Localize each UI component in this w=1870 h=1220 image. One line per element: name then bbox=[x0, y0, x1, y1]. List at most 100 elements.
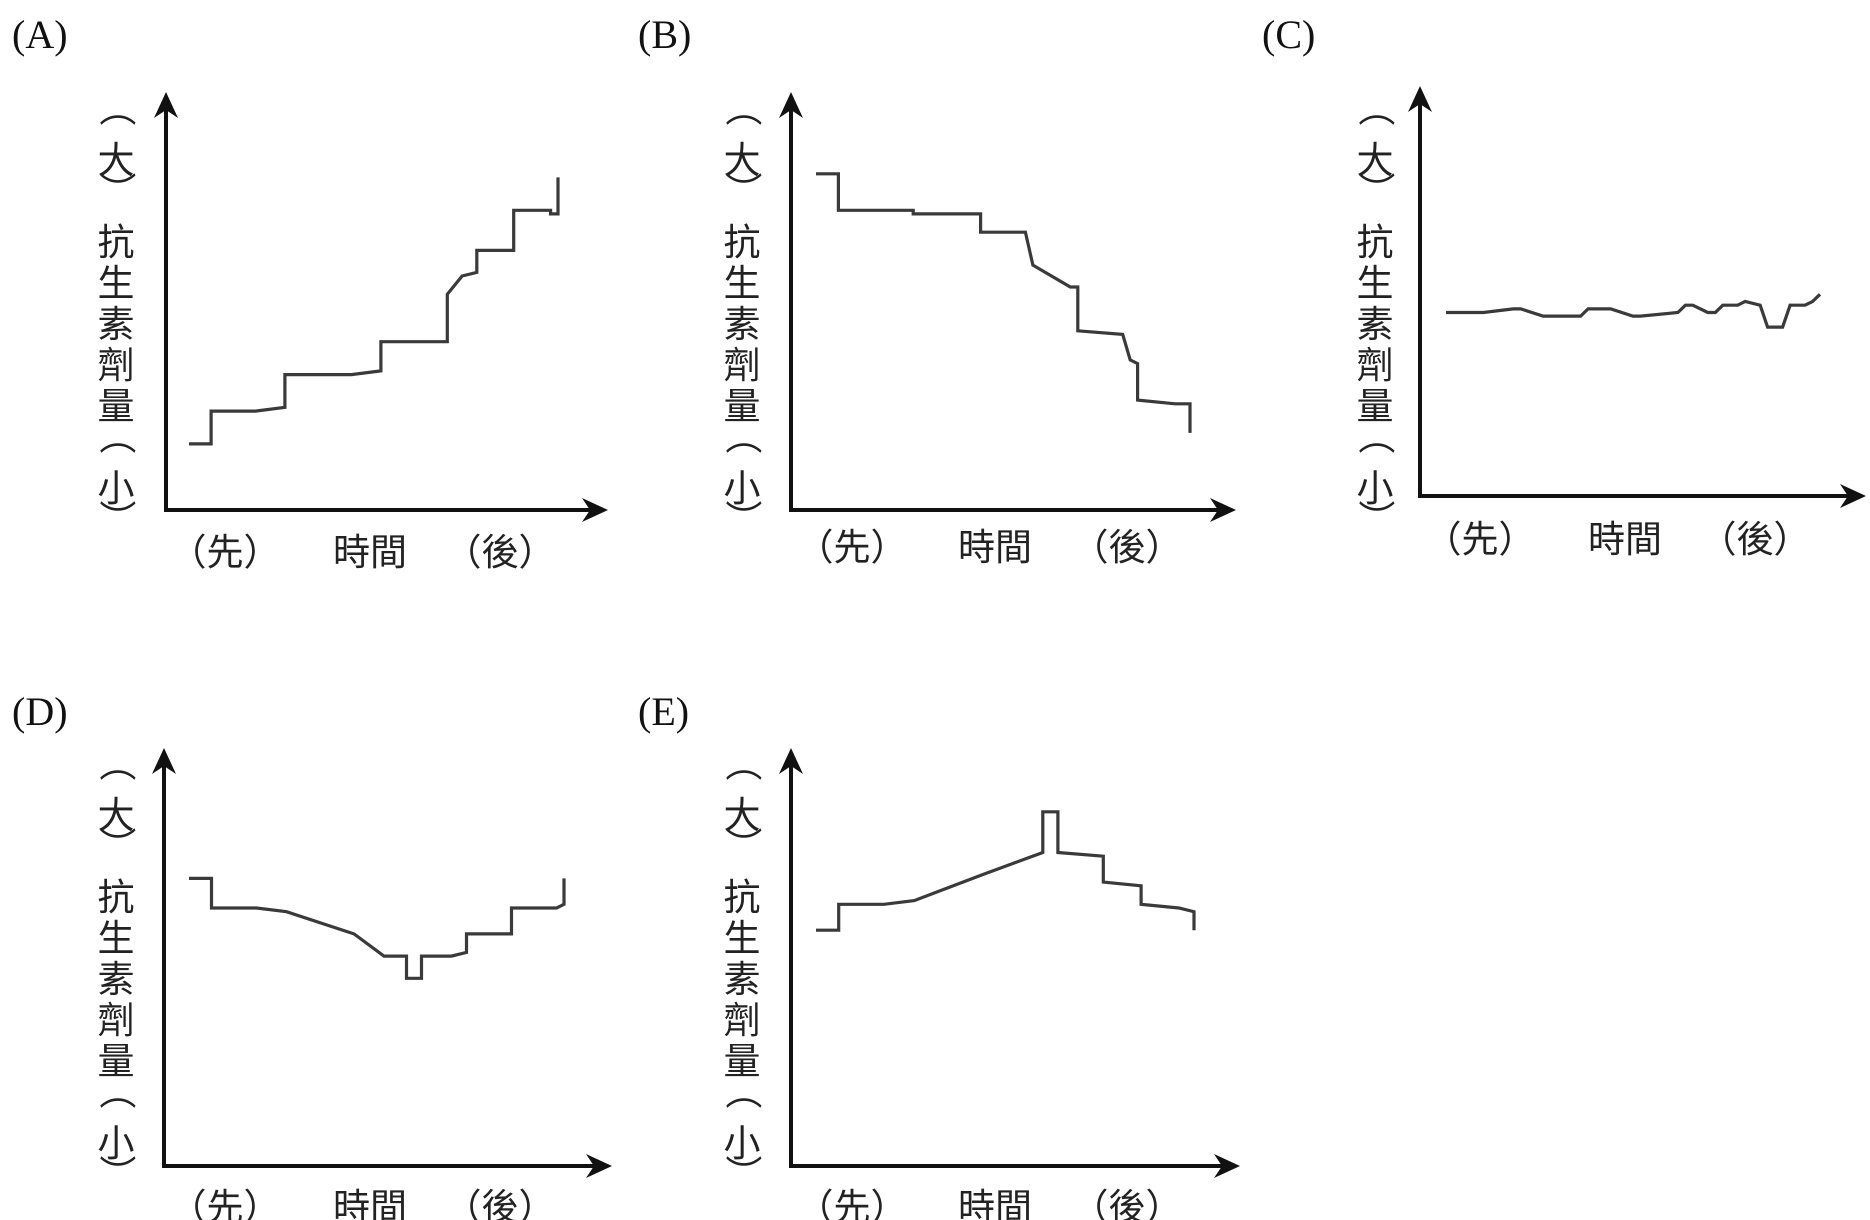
y-axis-label-char: 量 bbox=[98, 385, 135, 428]
panel-label: (C) bbox=[1262, 12, 1315, 57]
y-axis-label-char: （ bbox=[1354, 418, 1397, 455]
x-axis-arrow bbox=[582, 498, 608, 522]
y-axis-label-char: 量 bbox=[724, 1040, 761, 1083]
y-axis-label-char: 小 bbox=[98, 1122, 135, 1165]
x-axis-label-part: （先） bbox=[797, 526, 908, 569]
x-axis-arrow bbox=[1840, 484, 1866, 508]
y-axis-arrow bbox=[779, 92, 803, 118]
y-axis-label-char: 生 bbox=[724, 917, 761, 960]
y-axis-label-char: 小 bbox=[724, 1122, 761, 1165]
y-axis-label-char: 生 bbox=[98, 917, 135, 960]
axes bbox=[1418, 100, 1850, 498]
y-axis-arrow bbox=[154, 92, 178, 118]
y-axis-label-char: 量 bbox=[1357, 385, 1394, 428]
y-axis-label-char: 量 bbox=[724, 385, 761, 428]
series-line bbox=[1446, 293, 1822, 329]
y-axis-label-char: 生 bbox=[1357, 262, 1394, 305]
y-axis-label-char: （ bbox=[95, 90, 138, 127]
y-axis-label-char: 劑 bbox=[1357, 344, 1394, 387]
axes bbox=[162, 762, 596, 1168]
y-axis-label-char: 大 bbox=[98, 139, 135, 182]
y-axis-label-char: 抗 bbox=[98, 876, 135, 919]
y-axis-label-char: 大 bbox=[724, 139, 761, 182]
y-axis-label-char: 素 bbox=[98, 303, 135, 346]
y-axis-label-char: 生 bbox=[98, 262, 135, 305]
axes bbox=[164, 106, 592, 512]
series-line bbox=[816, 810, 1196, 932]
y-axis-label-char: （ bbox=[721, 745, 764, 782]
series-line bbox=[189, 177, 560, 446]
y-axis-label-char: 劑 bbox=[98, 344, 135, 387]
panel-label: (A) bbox=[12, 12, 68, 57]
y-axis-label-char: ） bbox=[721, 1155, 764, 1192]
y-axis-arrow bbox=[779, 748, 803, 774]
axes bbox=[789, 106, 1220, 512]
y-axis-label-char: （ bbox=[95, 745, 138, 782]
y-axis-label-char: 大 bbox=[724, 794, 761, 837]
y-axis-label-char: 抗 bbox=[1357, 221, 1394, 264]
y-axis-label-char: 生 bbox=[724, 262, 761, 305]
y-axis-label-char: 抗 bbox=[98, 221, 135, 264]
y-axis-label-char: 素 bbox=[724, 958, 761, 1001]
y-axis-label-char: 素 bbox=[724, 303, 761, 346]
y-axis-label-char: 大 bbox=[98, 794, 135, 837]
x-axis-label-part: （先） bbox=[170, 1186, 281, 1220]
y-axis-label-char: （ bbox=[1354, 90, 1397, 127]
y-axis-label-char: ） bbox=[95, 500, 138, 537]
x-axis-label-part: （後） bbox=[1072, 1186, 1183, 1220]
y-axis-label-char: 劑 bbox=[724, 344, 761, 387]
axes bbox=[789, 762, 1224, 1168]
y-axis-label-char: 大 bbox=[1357, 139, 1394, 182]
y-axis-label-char: ） bbox=[95, 827, 138, 864]
y-axis-label-char: ） bbox=[95, 172, 138, 209]
x-axis-label-part: 時間 bbox=[958, 526, 1032, 569]
y-axis-label-char: （ bbox=[95, 1073, 138, 1110]
x-axis-arrow bbox=[1214, 1154, 1240, 1178]
x-axis-label-part: （後） bbox=[1072, 526, 1183, 569]
x-axis-label-part: （先） bbox=[1425, 518, 1536, 561]
x-axis-label-part: 時間 bbox=[333, 1186, 407, 1220]
y-axis-label-char: 小 bbox=[1357, 467, 1394, 510]
y-axis-label-char: ） bbox=[1354, 500, 1397, 537]
panel-label: (B) bbox=[638, 12, 691, 57]
x-axis-label-part: （先） bbox=[797, 1186, 908, 1220]
x-axis-arrow bbox=[586, 1154, 612, 1178]
x-axis-label-part: （後） bbox=[445, 531, 556, 574]
panel-label: (D) bbox=[12, 689, 68, 734]
y-axis-label-char: 劑 bbox=[724, 999, 761, 1042]
x-axis-label-part: 時間 bbox=[333, 531, 407, 574]
y-axis-label-char: ） bbox=[721, 500, 764, 537]
y-axis-label-char: 抗 bbox=[724, 876, 761, 919]
x-axis-label-part: 時間 bbox=[958, 1186, 1032, 1220]
y-axis-label-char: ） bbox=[1354, 172, 1397, 209]
series-line bbox=[189, 876, 566, 980]
y-axis-label-char: ） bbox=[721, 827, 764, 864]
y-axis-label-char: ） bbox=[721, 172, 764, 209]
y-axis-label-char: 抗 bbox=[724, 221, 761, 264]
x-axis-label-part: （後） bbox=[445, 1186, 556, 1220]
panel-label: (E) bbox=[638, 689, 689, 734]
y-axis-label-char: 小 bbox=[724, 467, 761, 510]
series-line bbox=[816, 172, 1192, 433]
y-axis-label-char: 素 bbox=[1357, 303, 1394, 346]
y-axis-label-char: 量 bbox=[98, 1040, 135, 1083]
x-axis-label-part: （後） bbox=[1700, 518, 1811, 561]
y-axis-label-char: 素 bbox=[98, 958, 135, 1001]
y-axis-label-char: 劑 bbox=[98, 999, 135, 1042]
y-axis-label-char: （ bbox=[721, 1073, 764, 1110]
y-axis-label-char: （ bbox=[721, 418, 764, 455]
y-axis-label-char: ） bbox=[95, 1155, 138, 1192]
y-axis-label-char: （ bbox=[95, 418, 138, 455]
x-axis-label-part: （先） bbox=[170, 531, 281, 574]
y-axis-arrow bbox=[1408, 86, 1432, 112]
y-axis-label-char: （ bbox=[721, 90, 764, 127]
y-axis-arrow bbox=[152, 748, 176, 774]
y-axis-label-char: 小 bbox=[98, 467, 135, 510]
x-axis-arrow bbox=[1210, 498, 1236, 522]
